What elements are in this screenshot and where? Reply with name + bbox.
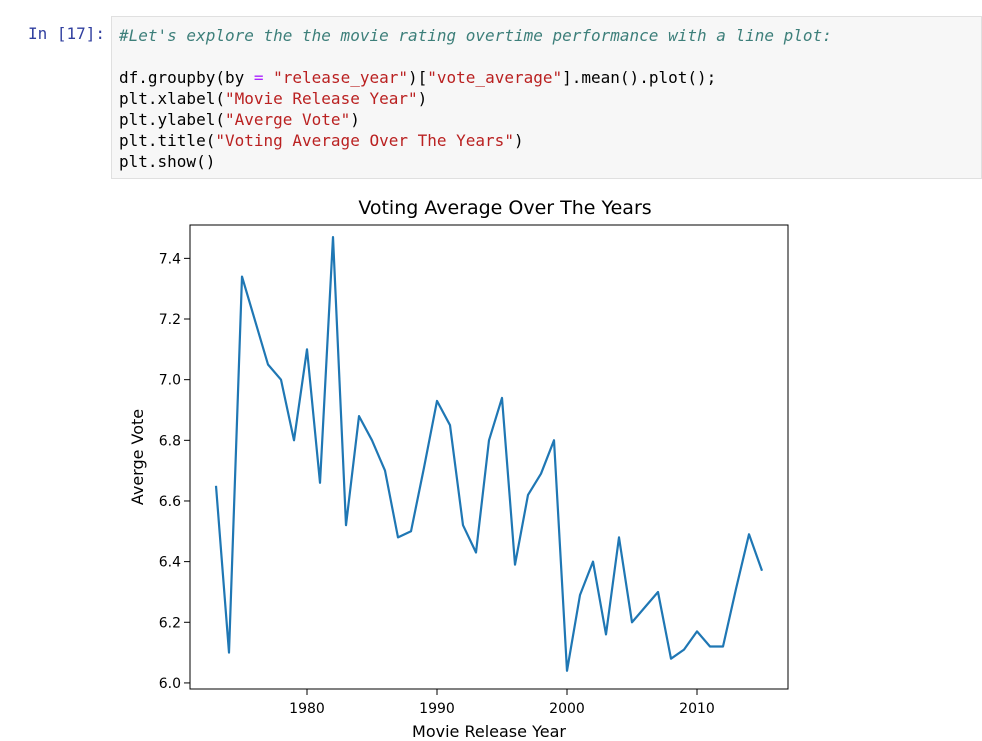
x-tick-label: 2010 (679, 701, 715, 717)
y-tick-label: 7.2 (159, 312, 181, 328)
y-axis: 6.0 6.2 6.4 6.6 6.8 7.0 7.2 7.4 (159, 251, 190, 692)
y-tick-label: 6.4 (159, 555, 181, 571)
code-line-groupby: df.groupby(by = "release_year")["vote_av… (119, 68, 717, 87)
code-line-ylabel: plt.ylabel("Averge Vote") (119, 110, 360, 129)
x-tick-label: 1990 (419, 701, 455, 717)
y-tick-label: 6.0 (159, 676, 181, 692)
y-tick-label: 6.8 (159, 433, 181, 449)
plot-frame (189, 224, 789, 690)
line-chart: Voting Average Over The Years 6.06.26.46… (128, 197, 789, 741)
x-tick-label: 2000 (549, 701, 585, 717)
y-tick-label: 7.0 (159, 373, 181, 389)
x-axis-label: Movie Release Year (412, 722, 566, 741)
y-tick-label: 7.4 (159, 251, 181, 267)
cell-prompt: In [17]: (28, 24, 106, 43)
y-tick-label: 6.2 (159, 615, 181, 631)
chart-title: Voting Average Over The Years (358, 197, 651, 219)
y-axis-label: Averge Vote (128, 409, 147, 505)
x-axis: 1980 1990 2000 2010 (289, 689, 715, 717)
code-comment: #Let's explore the the movie rating over… (119, 26, 832, 45)
y-tick-label: 6.6 (159, 494, 181, 510)
series-line (214, 236, 764, 672)
code-cell-input[interactable]: #Let's explore the the movie rating over… (111, 16, 982, 179)
code-line-xlabel: plt.xlabel("Movie Release Year") (119, 89, 428, 108)
code-line-title: plt.title("Voting Average Over The Years… (119, 131, 524, 150)
x-tick-label: 1980 (289, 701, 325, 717)
code-text: #Let's explore the the movie rating over… (119, 25, 832, 172)
code-line-show: plt.show() (119, 152, 216, 171)
